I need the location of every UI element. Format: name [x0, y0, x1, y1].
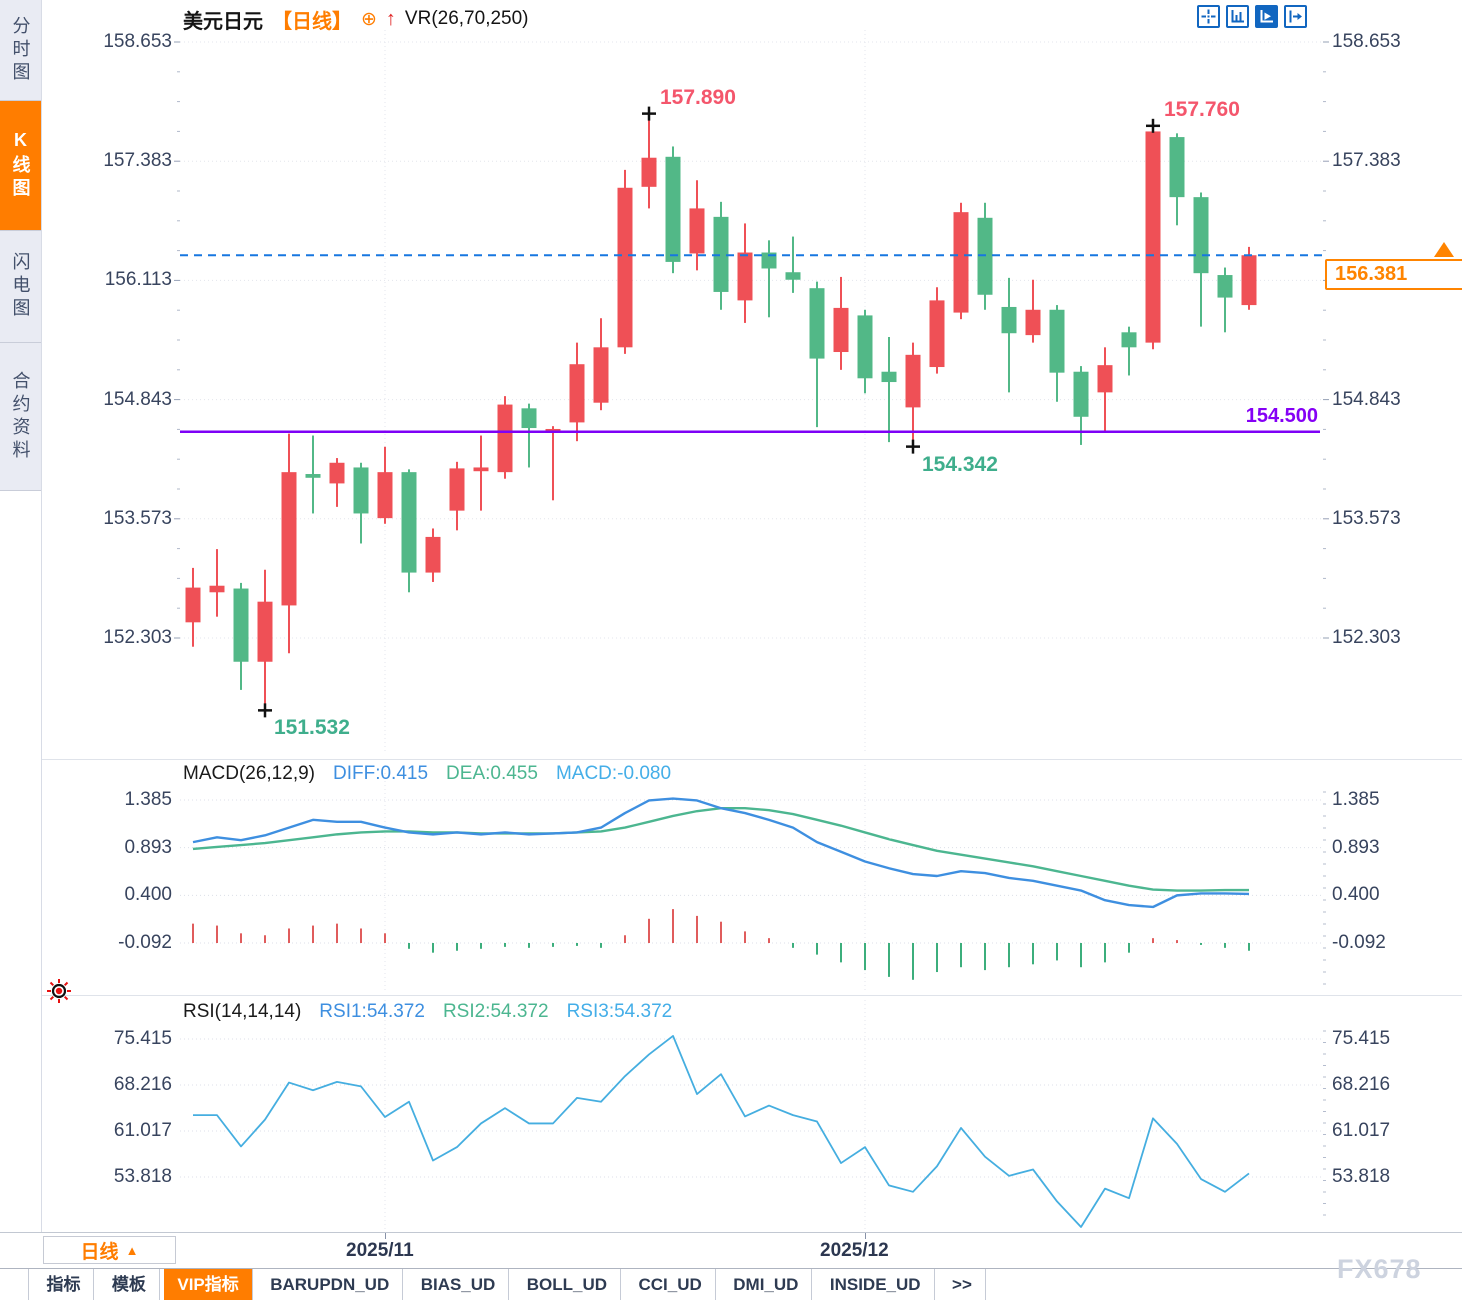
axis-label: 0.893	[124, 836, 172, 858]
axis-label: 0.400	[124, 884, 172, 906]
tab-more[interactable]: >>	[939, 1269, 986, 1300]
xaxis-tick	[385, 1233, 386, 1239]
tab-cci-ud[interactable]: CCI_UD	[626, 1269, 716, 1300]
axis-play-icon[interactable]	[1255, 5, 1278, 28]
tab-templates[interactable]: 模板	[99, 1269, 160, 1300]
tab-boll-ud[interactable]: BOLL_UD	[514, 1269, 622, 1300]
macd-diff-value: DIFF:0.415	[333, 763, 429, 784]
tab-bias-ud[interactable]: BIAS_UD	[408, 1269, 510, 1300]
period-selector-button[interactable]: 日线 ▲	[43, 1236, 176, 1264]
price-annotation: 157.890	[660, 85, 736, 109]
xaxis-label-nov: 2025/11	[346, 1240, 414, 1261]
rsi-title: RSI(14,14,14)	[183, 1001, 302, 1022]
price-annotation: 154.342	[922, 452, 998, 476]
axis-label: 68.216	[113, 1074, 172, 1095]
last-price-tag: 156.381	[1325, 259, 1462, 290]
sidebar-item-contract-info[interactable]: 合约资料	[0, 343, 41, 491]
caret-up-icon: ▲	[125, 1242, 139, 1258]
axis-label: 153.573	[103, 507, 172, 529]
support-line-label: 154.500	[1245, 405, 1318, 427]
axis-scale-icon[interactable]	[1226, 5, 1249, 28]
axis-label: 61.017	[113, 1120, 172, 1141]
chart-toolbar	[1197, 5, 1307, 28]
tab-dmi-ud[interactable]: DMI_UD	[720, 1269, 813, 1300]
watermark: FX678	[1337, 1254, 1422, 1284]
collapse-right-icon[interactable]	[1284, 5, 1307, 28]
axis-label: -0.092	[118, 932, 172, 953]
macd-header-row: MACD(26,12,9) DIFF:0.415 DEA:0.455 MACD:…	[183, 763, 671, 785]
add-indicator-icon[interactable]: ⊕	[361, 8, 377, 30]
macd-dea-value: DEA:0.455	[446, 763, 538, 784]
sidebar-item-lightning-chart[interactable]: 闪电图	[0, 231, 41, 343]
tab-vip-indicators[interactable]: VIP指标	[164, 1269, 253, 1300]
axis-label: 0.400	[1332, 884, 1380, 906]
price-annotation: 157.760	[1164, 97, 1240, 121]
xaxis-label-dec: 2025/12	[820, 1240, 889, 1261]
axis-label: 68.216	[1332, 1074, 1391, 1095]
axis-label: 53.818	[113, 1166, 172, 1187]
axis-label: 152.303	[1332, 626, 1401, 648]
axis-label: 154.843	[103, 388, 172, 410]
axis-label: -0.092	[1332, 932, 1386, 953]
sidebar-item-time-chart[interactable]: 分时图	[0, 0, 41, 101]
tab-indicators[interactable]: 指标	[33, 1269, 95, 1300]
period-tag: 【日线】	[272, 10, 352, 33]
price-annotation: 151.532	[274, 716, 350, 740]
xaxis-tick	[865, 1233, 866, 1239]
rsi3-value: RSI3:54.372	[566, 1001, 673, 1022]
vr-indicator-label: VR(26,70,250)	[404, 8, 529, 29]
axis-label: 1.385	[1332, 789, 1380, 810]
pan-crosshair-icon[interactable]	[1197, 5, 1220, 28]
axis-label: 153.573	[1332, 507, 1401, 529]
sidebar: 分时图 K线图 闪电图 合约资料	[0, 0, 42, 1232]
axis-label: 157.383	[103, 150, 172, 172]
tab-inside-ud[interactable]: INSIDE_UD	[817, 1269, 935, 1300]
axis-label: 0.893	[1332, 836, 1380, 858]
indicator-tabs-row: 指标 模板 VIP指标 BARUPDN_UD BIAS_UD BOLL_UD C…	[0, 1268, 1462, 1300]
axis-label: 75.415	[1332, 1028, 1391, 1049]
up-arrow-icon: ↑	[385, 7, 396, 30]
price-tag-arrow-icon	[1434, 242, 1454, 257]
rsi1-value: RSI1:54.372	[319, 1001, 425, 1022]
sidebar-item-kline-chart[interactable]: K线图	[0, 101, 41, 231]
axis-label: 152.303	[103, 626, 172, 648]
chart-header: 美元日元 【日线】 ⊕ ↑ VR(26,70,250)	[183, 4, 529, 34]
axis-label: 53.818	[1332, 1166, 1391, 1187]
xaxis-row: 日线 ▲ 2025/11 2025/12	[0, 1232, 1462, 1268]
rsi-header-row: RSI(14,14,14) RSI1:54.372 RSI2:54.372 RS…	[183, 1001, 672, 1023]
axis-label: 158.653	[103, 31, 172, 52]
period-selector-label: 日线	[80, 1241, 119, 1263]
tabs-empty-cell	[0, 1269, 29, 1300]
axis-label: 157.383	[1332, 150, 1401, 172]
rsi2-value: RSI2:54.372	[442, 1001, 549, 1022]
tab-barupdn-ud[interactable]: BARUPDN_UD	[257, 1269, 404, 1300]
macd-hist-value: MACD:-0.080	[555, 763, 672, 784]
indicator-settings-sun-icon[interactable]	[46, 978, 72, 1009]
macd-title: MACD(26,12,9)	[183, 763, 315, 784]
symbol-title: 美元日元	[183, 10, 263, 33]
axis-label: 61.017	[1332, 1120, 1391, 1141]
axis-label: 1.385	[124, 789, 172, 810]
axis-label: 156.113	[104, 269, 172, 291]
axis-label: 154.843	[1332, 388, 1401, 410]
axis-label: 75.415	[113, 1028, 172, 1049]
axis-label: 158.653	[1332, 31, 1401, 52]
